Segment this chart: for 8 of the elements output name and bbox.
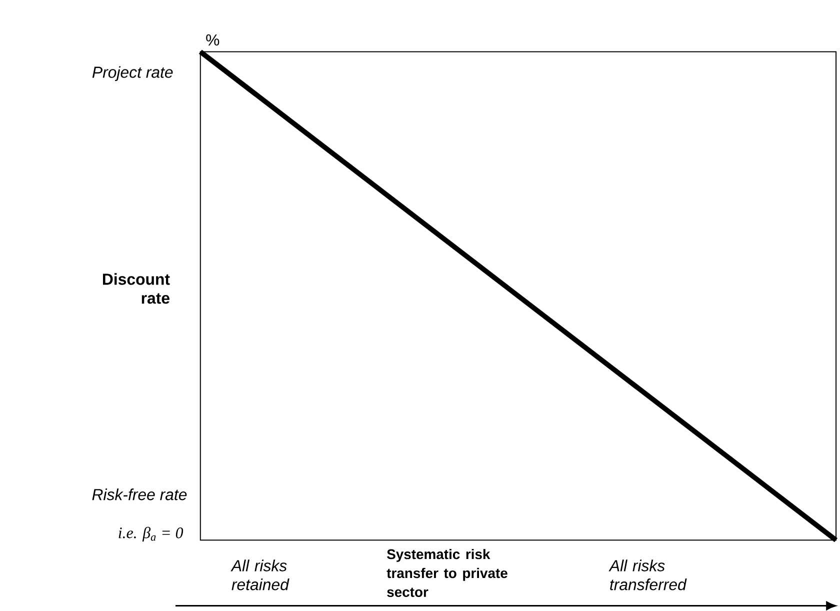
annotation: Risk-free rate [92, 488, 187, 500]
text: Systematic risk transfer to private sector [386, 549, 508, 598]
text: All risks transferred [608, 560, 687, 590]
annotation: Project rate [92, 66, 173, 82]
y-axis-title: Discount rate [102, 273, 170, 304]
text: All risks retained [230, 560, 290, 590]
text: % [206, 34, 220, 46]
annotation: i.e. β$_{a}$ = 0 [118, 526, 184, 542]
